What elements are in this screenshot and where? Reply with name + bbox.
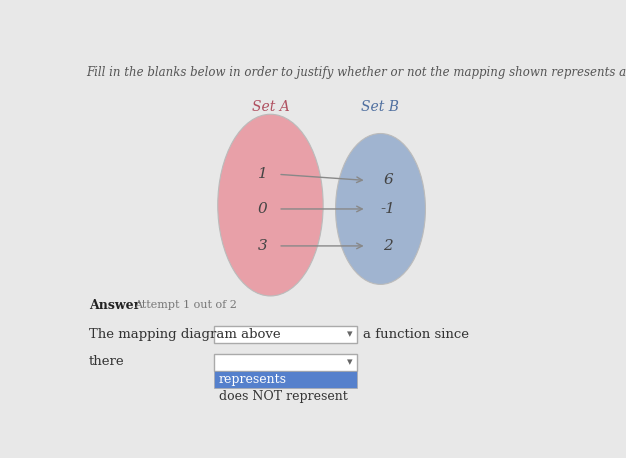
Text: a function since: a function since (364, 328, 470, 341)
FancyBboxPatch shape (214, 371, 357, 387)
Text: represents: represents (218, 373, 287, 386)
Text: 2: 2 (383, 239, 393, 253)
Text: 0: 0 (258, 202, 267, 216)
Text: Set A: Set A (252, 100, 289, 114)
Text: ▾: ▾ (347, 357, 352, 367)
Text: -1: -1 (381, 202, 396, 216)
Text: Fill in the blanks below in order to justify whether or not the mapping shown re: Fill in the blanks below in order to jus… (86, 66, 626, 79)
Ellipse shape (218, 114, 323, 296)
Ellipse shape (336, 133, 426, 284)
FancyBboxPatch shape (214, 354, 357, 371)
Text: 3: 3 (258, 239, 267, 253)
Text: Attempt 1 out of 2: Attempt 1 out of 2 (134, 300, 237, 310)
FancyBboxPatch shape (214, 326, 357, 343)
Text: 1: 1 (258, 167, 267, 181)
Text: ▾: ▾ (347, 329, 352, 339)
Text: 6: 6 (383, 174, 393, 187)
Text: Set B: Set B (361, 100, 399, 114)
Text: does NOT represent: does NOT represent (218, 390, 347, 403)
Text: there: there (89, 355, 125, 368)
Text: The mapping diagram above: The mapping diagram above (89, 328, 280, 341)
Text: Answer: Answer (89, 299, 140, 312)
